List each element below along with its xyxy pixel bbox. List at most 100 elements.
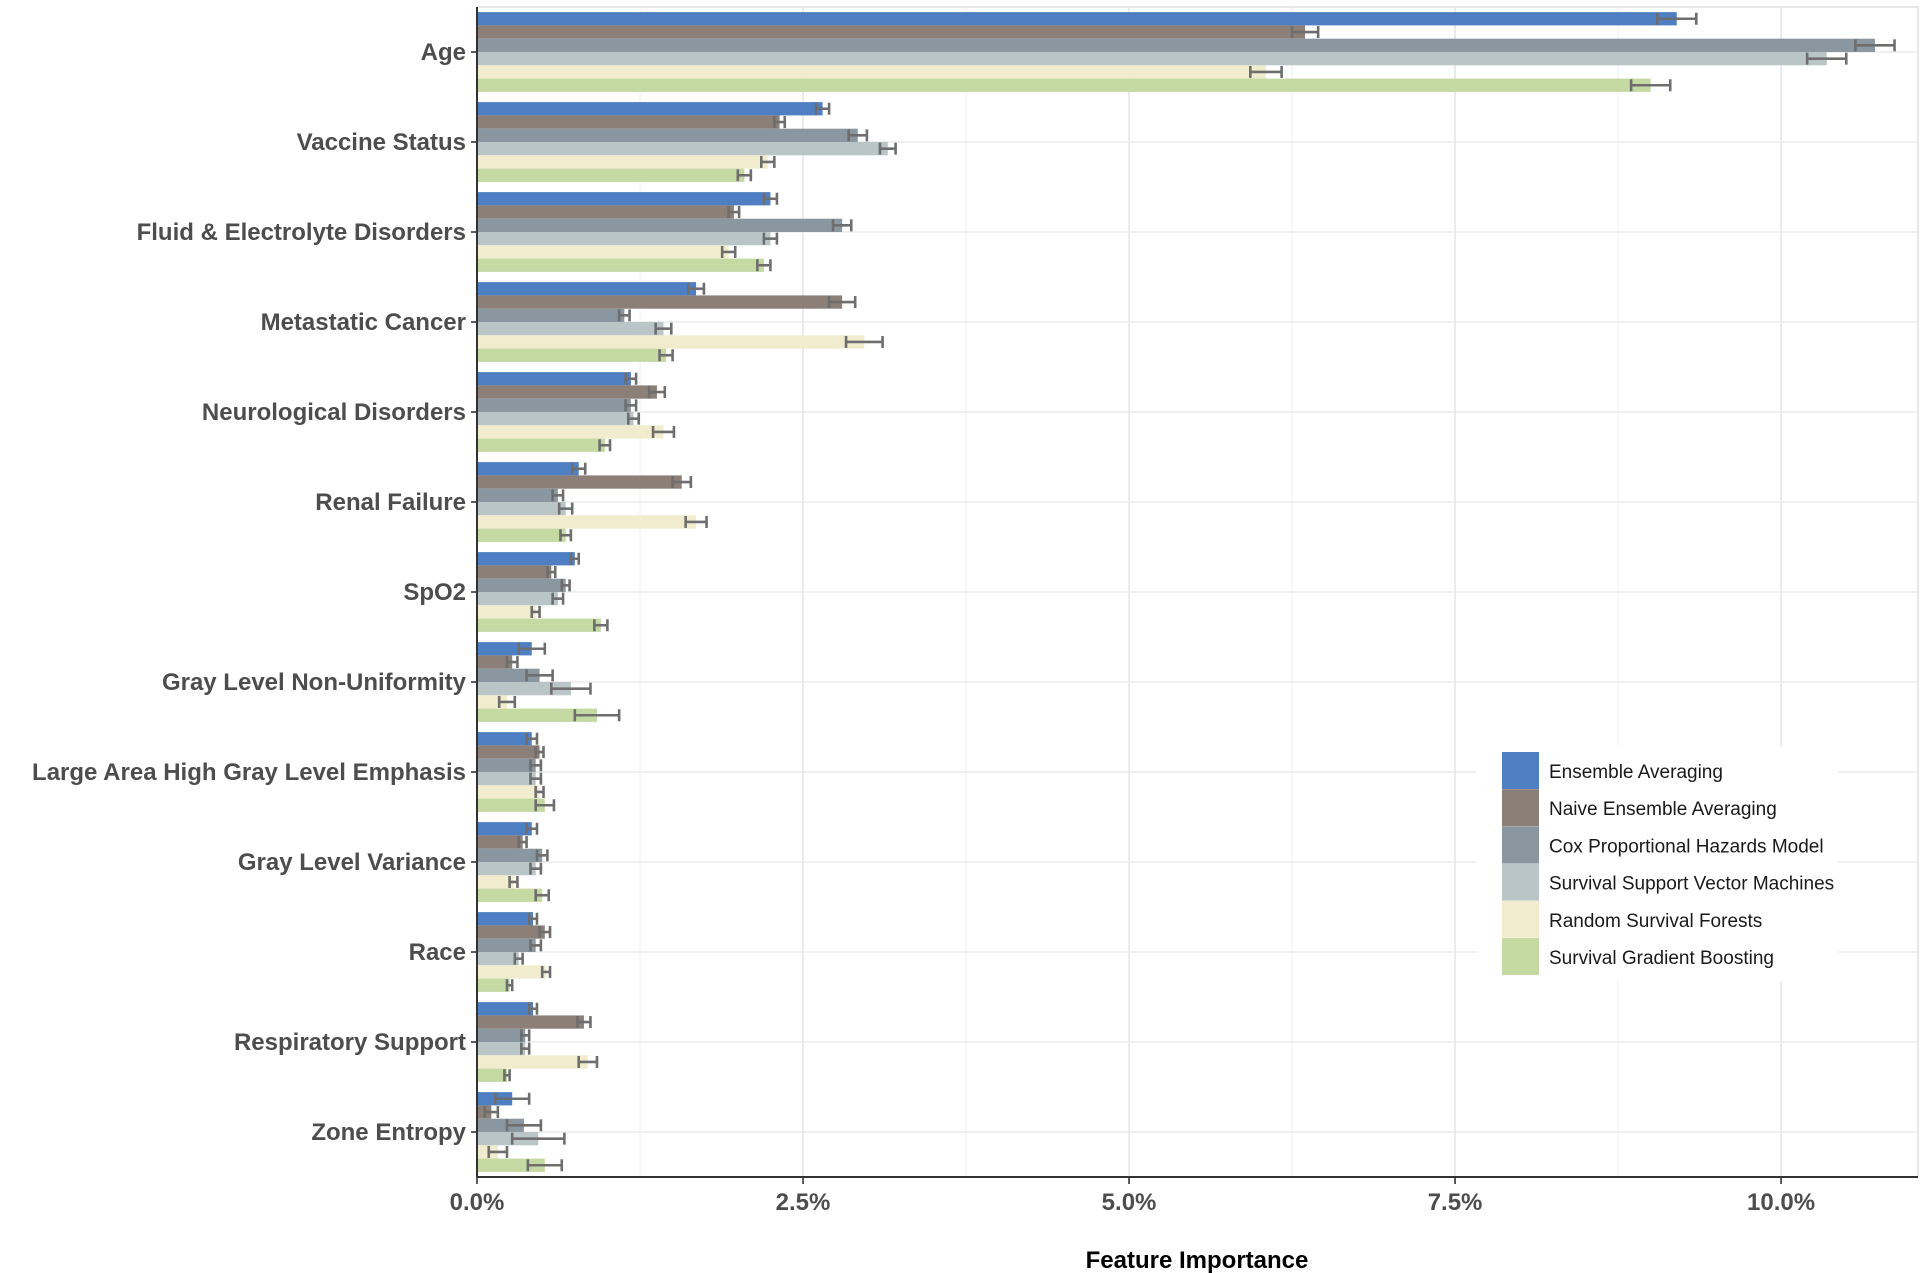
x-tick-label-4: 10.0% xyxy=(1747,1189,1815,1216)
bar-age-cox-proportional-hazards-model xyxy=(477,38,1875,52)
error-bar-zone-entropy-survival-support-vector-machines xyxy=(510,1132,566,1145)
bar-respiratory-support-survival-support-vector-machines xyxy=(477,1042,526,1056)
error-bar-age-survival-gradient-boosting xyxy=(1629,79,1672,92)
error-bar-zone-entropy-cox-proportional-hazards-model xyxy=(505,1119,543,1132)
x-tick-label-0: 0.0% xyxy=(450,1189,505,1216)
bar-gray-level-variance-random-survival-forests xyxy=(477,875,514,889)
error-bar-neurological-disorders-survival-gradient-boosting xyxy=(598,439,612,452)
category-label-neurological-disorders: Neurological Disorders xyxy=(202,399,466,426)
bar-age-naive-ensemble-averaging xyxy=(477,25,1306,39)
bar-large-area-high-gray-level-emphasis-naive-ensemble-averaging xyxy=(477,745,540,759)
bar-large-area-high-gray-level-emphasis-ensemble-averaging xyxy=(477,732,532,746)
bar-large-area-high-gray-level-emphasis-survival-gradient-boosting xyxy=(477,798,545,812)
error-bar-metastatic-cancer-random-survival-forests xyxy=(844,335,884,348)
bar-metastatic-cancer-random-survival-forests xyxy=(477,335,865,349)
error-bar-large-area-high-gray-level-emphasis-naive-ensemble-averaging xyxy=(534,746,545,759)
error-bar-age-cox-proportional-hazards-model xyxy=(1854,39,1896,52)
bar-gray-level-non-uniformity-survival-support-vector-machines xyxy=(477,682,571,696)
category-label-gray-level-variance: Gray Level Variance xyxy=(238,849,466,876)
error-bar-metastatic-cancer-ensemble-averaging xyxy=(686,282,706,295)
error-bar-metastatic-cancer-cox-proportional-hazards-model xyxy=(617,309,631,322)
error-bar-gray-level-non-uniformity-survival-support-vector-machines xyxy=(550,682,592,695)
category-label-age: Age xyxy=(421,39,466,66)
error-bar-gray-level-variance-survival-support-vector-machines xyxy=(529,862,543,875)
bar-renal-failure-survival-gradient-boosting xyxy=(477,528,566,542)
bar-race-survival-support-vector-machines xyxy=(477,952,519,966)
error-bar-metastatic-cancer-naive-ensemble-averaging xyxy=(827,296,857,309)
error-bar-race-survival-gradient-boosting xyxy=(505,979,514,992)
error-bar-spo2-cox-proportional-hazards-model xyxy=(560,579,571,592)
error-bar-gray-level-non-uniformity-random-survival-forests xyxy=(497,695,517,708)
bar-race-naive-ensemble-averaging xyxy=(477,925,545,939)
error-bar-neurological-disorders-survival-support-vector-machines xyxy=(626,412,641,425)
error-bar-race-cox-proportional-hazards-model xyxy=(529,939,543,952)
error-bars-layer xyxy=(483,12,1896,1172)
bar-spo2-ensemble-averaging xyxy=(477,552,575,566)
error-bar-spo2-survival-support-vector-machines xyxy=(551,592,565,605)
bar-race-cox-proportional-hazards-model xyxy=(477,938,536,952)
bar-zone-entropy-survival-support-vector-machines xyxy=(477,1132,539,1146)
category-label-gray-level-non-uniformity: Gray Level Non-Uniformity xyxy=(162,669,467,696)
error-bar-vaccine-status-ensemble-averaging xyxy=(814,102,831,115)
x-tick-label-3: 7.5% xyxy=(1428,1189,1483,1216)
x-tick-label-2: 5.0% xyxy=(1102,1189,1157,1216)
x-tick-label-1: 2.5% xyxy=(776,1189,831,1216)
bar-large-area-high-gray-level-emphasis-random-survival-forests xyxy=(477,785,540,799)
error-bar-vaccine-status-survival-support-vector-machines xyxy=(878,142,897,155)
legend-swatch xyxy=(1502,863,1539,901)
legend-label: Survival Gradient Boosting xyxy=(1549,948,1774,969)
error-bar-fluid-and-electrolyte-disorders-survival-support-vector-machines xyxy=(762,232,779,245)
error-bar-neurological-disorders-cox-proportional-hazards-model xyxy=(624,399,638,412)
bar-gray-level-variance-naive-ensemble-averaging xyxy=(477,835,523,849)
category-label-spo2: SpO2 xyxy=(403,579,466,606)
error-bar-respiratory-support-naive-ensemble-averaging xyxy=(576,1016,592,1029)
x-axis-title: Feature Importance xyxy=(1086,1247,1309,1273)
bar-gray-level-non-uniformity-survival-gradient-boosting xyxy=(477,708,597,722)
bar-neurological-disorders-survival-gradient-boosting xyxy=(477,438,605,452)
error-bar-renal-failure-survival-gradient-boosting xyxy=(559,529,573,542)
bar-neurological-disorders-ensemble-averaging xyxy=(477,372,631,386)
bar-vaccine-status-random-survival-forests xyxy=(477,155,768,169)
x-tick-labels: 0.0% 2.5% 5.0% 7.5% 10.0% xyxy=(450,1189,1815,1216)
legend-swatch xyxy=(1502,826,1539,864)
error-bar-gray-level-variance-random-survival-forests xyxy=(508,875,519,888)
category-label-respiratory-support: Respiratory Support xyxy=(234,1029,466,1056)
bar-gray-level-variance-survival-support-vector-machines xyxy=(477,862,536,876)
legend-item-cox-proportional-hazards-model: Cox Proportional Hazards Model xyxy=(1502,826,1824,864)
error-bar-renal-failure-naive-ensemble-averaging xyxy=(671,476,693,489)
error-bar-renal-failure-cox-proportional-hazards-model xyxy=(551,489,565,502)
error-bar-zone-entropy-random-survival-forests xyxy=(487,1145,509,1158)
bar-spo2-naive-ensemble-averaging xyxy=(477,565,552,579)
bar-gray-level-non-uniformity-naive-ensemble-averaging xyxy=(477,655,513,669)
category-label-renal-failure: Renal Failure xyxy=(315,489,466,516)
error-bar-spo2-survival-gradient-boosting xyxy=(593,619,609,632)
bar-renal-failure-naive-ensemble-averaging xyxy=(477,475,682,489)
error-bar-vaccine-status-naive-ensemble-averaging xyxy=(773,116,787,129)
error-bar-age-naive-ensemble-averaging xyxy=(1290,26,1320,39)
error-bar-spo2-random-survival-forests xyxy=(530,605,541,618)
error-bar-gray-level-variance-naive-ensemble-averaging xyxy=(517,836,528,849)
bar-fluid-and-electrolyte-disorders-naive-ensemble-averaging xyxy=(477,205,734,219)
bar-gray-level-variance-ensemble-averaging xyxy=(477,822,532,836)
error-bar-spo2-naive-ensemble-averaging xyxy=(546,566,557,579)
error-bar-race-naive-ensemble-averaging xyxy=(538,926,552,939)
error-bar-vaccine-status-survival-gradient-boosting xyxy=(736,169,753,182)
error-bar-gray-level-variance-ensemble-averaging xyxy=(525,822,539,835)
bar-fluid-and-electrolyte-disorders-survival-support-vector-machines xyxy=(477,232,771,246)
bar-neurological-disorders-survival-support-vector-machines xyxy=(477,412,634,426)
error-bar-respiratory-support-random-survival-forests xyxy=(577,1055,599,1068)
bar-metastatic-cancer-survival-gradient-boosting xyxy=(477,348,667,362)
error-bar-respiratory-support-survival-support-vector-machines xyxy=(520,1042,531,1055)
error-bar-fluid-and-electrolyte-disorders-random-survival-forests xyxy=(720,245,737,258)
category-label-large-area-high-gray-level-emphasis: Large Area High Gray Level Emphasis xyxy=(32,759,466,786)
error-bar-zone-entropy-naive-ensemble-averaging xyxy=(483,1106,500,1119)
error-bar-fluid-and-electrolyte-disorders-ensemble-averaging xyxy=(762,192,779,205)
error-bar-respiratory-support-survival-gradient-boosting xyxy=(503,1069,511,1082)
error-bar-gray-level-non-uniformity-ensemble-averaging xyxy=(517,642,547,655)
bar-metastatic-cancer-survival-support-vector-machines xyxy=(477,322,664,336)
error-bar-fluid-and-electrolyte-disorders-naive-ensemble-averaging xyxy=(727,206,741,219)
bar-fluid-and-electrolyte-disorders-cox-proportional-hazards-model xyxy=(477,218,843,232)
bar-zone-entropy-cox-proportional-hazards-model xyxy=(477,1118,524,1132)
category-label-race: Race xyxy=(409,939,466,966)
bar-renal-failure-ensemble-averaging xyxy=(477,462,579,476)
